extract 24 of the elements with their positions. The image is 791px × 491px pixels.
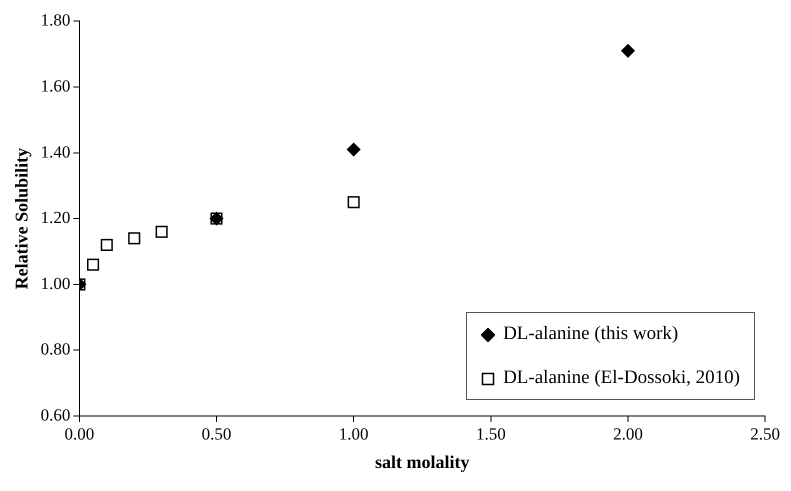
- y-tick-label: 1.80: [40, 10, 70, 30]
- y-tick-label: 0.60: [40, 405, 70, 424]
- point: [348, 196, 360, 208]
- x-tick-label: 0.00: [64, 424, 94, 444]
- x-tick-label: 1.00: [338, 424, 369, 444]
- point: [621, 44, 635, 58]
- y-axis-title: Relative Solubility: [11, 148, 32, 290]
- legend-label: DL-alanine (El-Dossoki, 2010): [503, 367, 740, 388]
- y-tick-label: 1.20: [40, 208, 70, 228]
- point: [346, 142, 360, 156]
- x-axis-title: salt molality: [374, 452, 470, 472]
- y-tick-label: 1.60: [40, 76, 70, 96]
- point: [100, 238, 113, 251]
- y-tick-label: 0.80: [40, 340, 70, 359]
- point: [156, 226, 168, 238]
- x-tick-label: 1.50: [476, 424, 506, 444]
- point: [87, 258, 100, 271]
- x-tick-label: 0.50: [202, 424, 232, 444]
- y-tick-label: 1.00: [40, 274, 70, 293]
- x-tick-label: 2.50: [750, 424, 780, 444]
- x-tick-label: 2.00: [613, 424, 643, 444]
- point: [128, 232, 140, 244]
- y-tick-label: 1.40: [40, 142, 70, 162]
- legend-label: DL-alanine (this work): [503, 323, 678, 344]
